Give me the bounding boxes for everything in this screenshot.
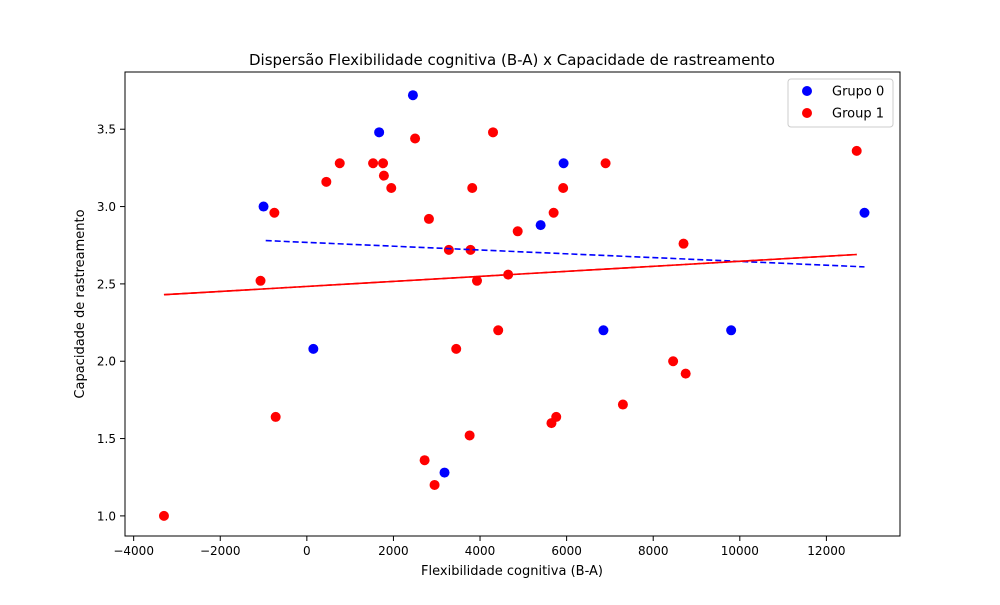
scatter-point-grupo-0	[308, 343, 319, 354]
scatter-point-group-1	[386, 183, 397, 193]
scatter-point-group-1	[551, 411, 562, 422]
scatter-point-grupo-0	[374, 127, 385, 138]
scatter-point-grupo-0	[407, 90, 418, 101]
y-tick-label: 2.5	[97, 277, 116, 291]
scatter-point-group-1	[678, 238, 689, 249]
scatter-point-group-1	[419, 455, 430, 466]
plot-frame	[124, 71, 901, 537]
scatter-point-group-1	[429, 479, 440, 490]
y-tick-label: 1.5	[97, 432, 116, 446]
scatter-point-group-1	[600, 158, 611, 169]
scatter-point-group-1	[378, 158, 389, 169]
scatter-point-grupo-0	[439, 467, 450, 478]
scatter-point-group-1	[410, 133, 421, 144]
scatter-point-group-1	[269, 207, 280, 218]
x-tick-label: 0	[303, 544, 311, 558]
legend-marker-grupo-0	[802, 86, 812, 96]
scatter-point-group-1	[680, 368, 691, 379]
x-axis-label: Flexibilidade cognitiva (B-A)	[421, 564, 603, 579]
scatter-point-grupo-0	[558, 158, 569, 169]
scatter-point-group-1	[423, 213, 434, 224]
scatter-point-group-1	[334, 158, 345, 169]
scatter-point-group-1	[668, 356, 679, 367]
trendline-dashed-grupo-0	[265, 239, 865, 268]
scatter-point-group-1	[255, 275, 266, 286]
x-tick-label: 4000	[465, 544, 496, 558]
scatter-point-group-1	[378, 170, 389, 181]
y-tick-label: 1.0	[97, 509, 116, 523]
scatter-point-group-1	[617, 399, 628, 410]
scatter-point-group-1	[851, 145, 862, 156]
scatter-point-group-1	[467, 183, 478, 193]
x-tick-label: 6000	[551, 544, 582, 558]
x-tick-label: −4000	[113, 544, 154, 558]
scatter-point-group-1	[464, 430, 475, 441]
x-tick-label: 10000	[721, 544, 759, 558]
scatter-point-group-1	[465, 244, 476, 255]
y-tick-label: 2.0	[97, 355, 116, 369]
scatter-point-grupo-0	[598, 325, 609, 336]
legend-marker-group-1	[802, 108, 812, 118]
scatter-point-group-1	[512, 226, 523, 237]
scatter-point-grupo-0	[859, 207, 870, 218]
legend-label-group-1: Group 1	[832, 107, 884, 122]
scatter-point-grupo-0	[535, 220, 546, 231]
scatter-point-group-1	[471, 275, 482, 286]
chart-title: Dispersão Flexibilidade cognitiva (B-A) …	[249, 51, 775, 69]
y-tick-label: 3.5	[97, 123, 116, 137]
scatter-point-group-1	[488, 127, 499, 138]
scatter-point-group-1	[548, 207, 559, 218]
scatter-point-group-1	[321, 176, 332, 187]
y-axis: 1.0 1.5 2.0 2.5 3.0 3.5	[97, 123, 125, 523]
plot-content	[158, 90, 870, 521]
scatter-point-group-1	[270, 411, 281, 422]
scatter-point-group-1	[443, 244, 454, 255]
legend-label-grupo-0: Grupo 0	[832, 85, 884, 100]
trendline-dashed-group-1	[163, 253, 857, 296]
y-axis-label: Capacidade de rastreamento	[73, 209, 88, 398]
y-tick-label: 3.0	[97, 200, 116, 214]
x-tick-label: 2000	[378, 544, 409, 558]
x-tick-label: 12000	[807, 544, 845, 558]
x-tick-label: −2000	[200, 544, 241, 558]
x-tick-label: 8000	[638, 544, 669, 558]
scatter-point-group-1	[493, 325, 504, 336]
scatter-point-grupo-0	[258, 201, 269, 212]
scatter-point-group-1	[558, 183, 569, 193]
scatter-point-grupo-0	[726, 325, 737, 336]
legend-box	[787, 78, 894, 128]
legend: Grupo 0 Group 1	[787, 78, 894, 128]
scatter-point-group-1	[451, 343, 462, 354]
scatter-point-group-1	[368, 158, 379, 169]
x-axis: −4000 −2000 0 2000 4000 6000 8000 10000 12000	[113, 536, 845, 558]
scatter-point-group-1	[158, 510, 169, 521]
